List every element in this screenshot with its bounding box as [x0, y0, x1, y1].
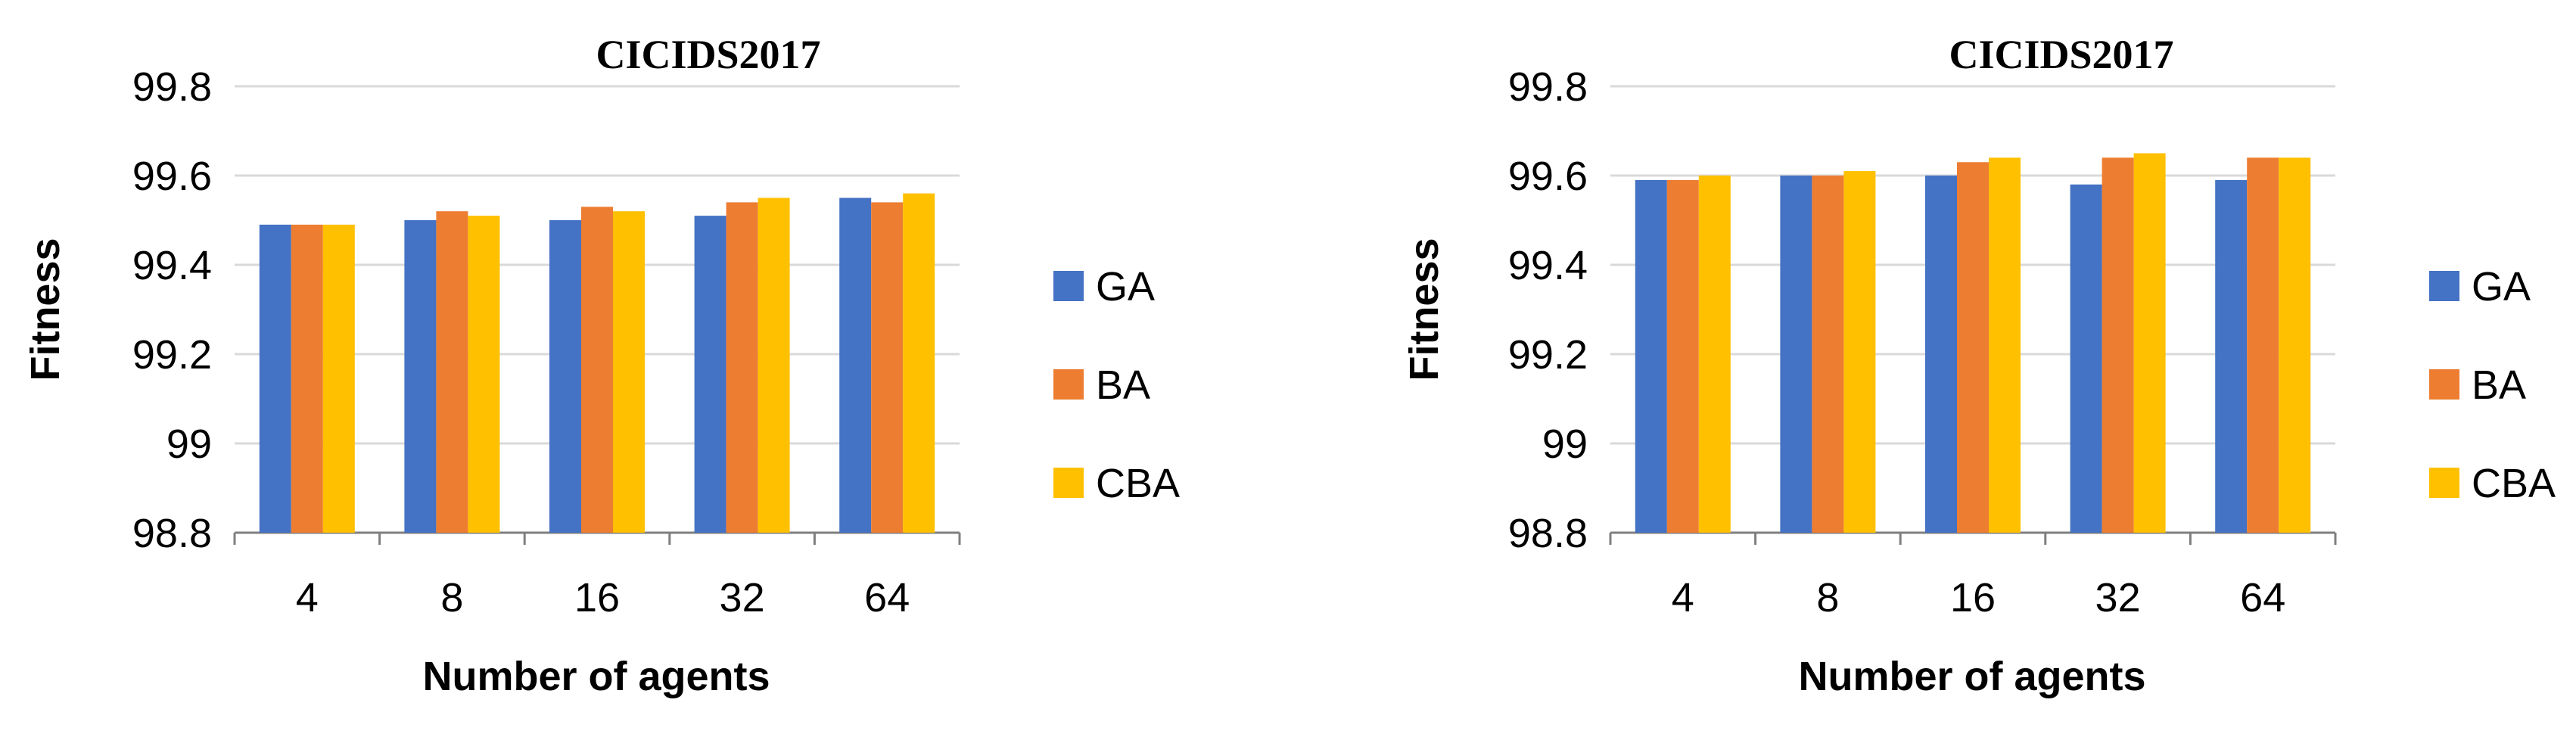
legend-swatch-ga [1053, 271, 1084, 301]
bar-cba-16 [1989, 157, 2021, 533]
y-tick-label: 99.4 [132, 243, 212, 288]
x-tick-label: 32 [720, 575, 765, 620]
x-tick-label: 64 [864, 575, 910, 620]
x-tick-label: 4 [1672, 575, 1694, 620]
bar-cba-4 [1698, 176, 1731, 533]
bar-ba-16 [581, 207, 613, 533]
chart-1: 98.8 99 99.2 99.4 99.6 99.8 4 8 16 32 64 CICIDS2017… [23, 32, 1180, 699]
bar-cba-8 [468, 216, 500, 533]
bar-ga-32 [2070, 184, 2102, 533]
x-tick-label: 4 [296, 575, 319, 620]
x-tick-label: 64 [2240, 575, 2285, 620]
bar-ga-4 [259, 224, 291, 533]
legend-label: CBA [1096, 461, 1180, 506]
y-tick-label: 99.2 [132, 332, 212, 378]
bar-ba-4 [1666, 179, 1699, 533]
bar-ga-16 [549, 220, 581, 533]
bar-ba-32 [2102, 157, 2134, 533]
x-axis-label: Number of agents [422, 654, 770, 699]
bar-ga-8 [1780, 176, 1812, 533]
x-axis-label: Number of agents [1798, 654, 2145, 699]
y-tick-label: 99.8 [132, 64, 212, 110]
bar-cba-8 [1843, 171, 1876, 533]
bar-cba-32 [758, 197, 790, 533]
bar-cba-16 [613, 211, 645, 533]
legend-label: GA [1096, 264, 1155, 309]
bar-cba-32 [2133, 153, 2166, 533]
legend-swatch-ba [2429, 369, 2459, 400]
x-tick-label: 16 [1950, 575, 1996, 620]
bar-ga-32 [694, 216, 726, 533]
y-tick-label: 99.6 [132, 154, 212, 199]
y-tick-label: 98.8 [1508, 511, 1588, 556]
bar-ga-64 [839, 197, 872, 533]
bar-ga-16 [1925, 176, 1957, 533]
chart-title: CICIDS2017 [1949, 32, 2173, 77]
y-tick-label: 99.4 [1508, 243, 1588, 288]
x-tick-label: 8 [440, 575, 463, 620]
y-tick-label: 99 [166, 421, 212, 467]
x-tick-label: 32 [2095, 575, 2141, 620]
y-axis-label: Fitness [23, 238, 68, 381]
legend-swatch-ba [1053, 369, 1084, 400]
bar-ga-64 [2215, 179, 2248, 533]
chart-2: 98.8 99 99.2 99.4 99.6 99.8 4 8 16 32 64 CICIDS2017… [1402, 32, 2556, 699]
legend-swatch-cba [2429, 468, 2459, 498]
bar-ba-64 [871, 202, 904, 533]
legend: GA BA CBA [1053, 264, 1180, 506]
x-tick-label: 8 [1816, 575, 1839, 620]
y-tick-label: 99.6 [1508, 154, 1588, 199]
bar-ga-4 [1635, 179, 1667, 533]
y-tick-label: 99.2 [1508, 332, 1588, 378]
y-tick-label: 98.8 [132, 511, 212, 556]
legend-label: CBA [2472, 461, 2556, 506]
y-axis-label: Fitness [1402, 238, 1447, 381]
x-tick-label: 16 [574, 575, 620, 620]
bar-ba-64 [2247, 157, 2279, 533]
y-tick-label: 99 [1542, 421, 1588, 467]
chart-title: CICIDS2017 [596, 32, 820, 77]
legend: GA BA CBA [2429, 264, 2556, 506]
bar-ba-8 [1812, 176, 1844, 533]
bar-cba-64 [2279, 157, 2311, 533]
bar-ba-32 [726, 202, 758, 533]
legend-swatch-ga [2429, 271, 2459, 301]
bar-cba-64 [903, 193, 935, 533]
legend-label: BA [2472, 362, 2526, 408]
y-tick-label: 99.8 [1508, 64, 1588, 110]
bar-ba-16 [1957, 162, 1989, 533]
bar-ba-8 [436, 211, 468, 533]
bar-ba-4 [291, 224, 323, 533]
bar-cba-4 [322, 224, 355, 533]
bar-ga-8 [404, 220, 437, 533]
legend-label: GA [2472, 264, 2531, 309]
legend-label: BA [1096, 362, 1150, 408]
legend-swatch-cba [1053, 468, 1084, 498]
